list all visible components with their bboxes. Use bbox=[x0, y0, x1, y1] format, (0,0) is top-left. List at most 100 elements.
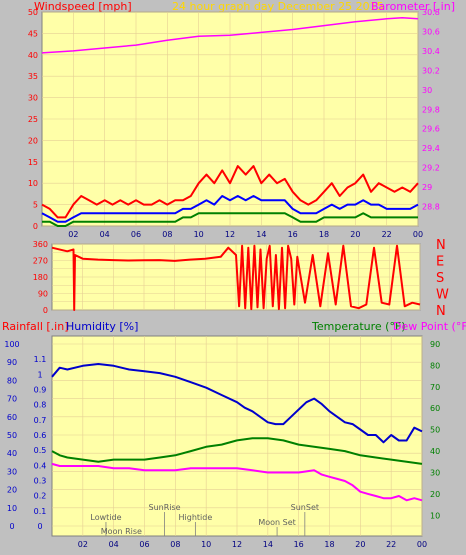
temperature-tick-label: 10 bbox=[430, 511, 440, 520]
direction-tick-label: 0 bbox=[43, 306, 48, 315]
wind-tick-label: 40 bbox=[28, 51, 38, 60]
wind-tick-label: 20 bbox=[28, 136, 38, 145]
rainfall-tick-label: 0.2 bbox=[34, 492, 47, 501]
wind-tick-label: 0 bbox=[33, 222, 38, 231]
direction-tick-label: 360 bbox=[33, 240, 48, 249]
temperature-x-tick-label: 22 bbox=[386, 540, 396, 549]
temperature-x-tick-label: 20 bbox=[355, 540, 365, 549]
wind-tick-label: 25 bbox=[28, 115, 38, 124]
wind-axis-label: Windspeed [mph] bbox=[34, 0, 132, 13]
wind-tick-label: 5 bbox=[33, 201, 38, 210]
barometer-tick-label: 29.2 bbox=[422, 164, 440, 173]
event-label: SunRise bbox=[148, 503, 180, 512]
dewpoint-axis-label: Dew Point (°F) bbox=[393, 320, 466, 333]
temperature-tick-label: 60 bbox=[430, 404, 440, 413]
temperature-axis-label: Temperature (°F) bbox=[311, 320, 406, 333]
rainfall-tick-label: 0.6 bbox=[34, 431, 47, 440]
temperature-series bbox=[51, 363, 423, 502]
temperature-tick-label: 80 bbox=[430, 361, 440, 370]
barometer-tick-label: 29.8 bbox=[422, 105, 440, 114]
temperature-x-tick-label: 02 bbox=[78, 540, 88, 549]
event-label: Hightide bbox=[179, 513, 213, 522]
barometer-tick-label: 30.4 bbox=[422, 47, 440, 56]
event-label: Moon Rise bbox=[101, 527, 142, 536]
barometer-tick-label: 30 bbox=[422, 86, 432, 95]
barometer-axis-label: Barometer [.in] bbox=[371, 0, 455, 13]
chart-title: 24 hour graph day December 25 2015 bbox=[172, 0, 384, 13]
barometer-tick-label: 28.8 bbox=[422, 203, 440, 212]
rainfall-tick-label: 0.9 bbox=[34, 386, 47, 395]
wind-x-tick-label: 08 bbox=[162, 230, 172, 239]
compass-label: S bbox=[436, 271, 444, 286]
compass-label: E bbox=[436, 255, 444, 270]
compass-label: N bbox=[436, 238, 446, 253]
wind-x-tick-label: 00 bbox=[413, 230, 423, 239]
humidity-tick-label: 70 bbox=[7, 395, 17, 404]
rainfall-tick-label: 0.1 bbox=[34, 507, 47, 516]
rainfall-axis-label: Rainfall [.in] bbox=[2, 320, 69, 333]
humidity-tick-label: 30 bbox=[7, 467, 17, 476]
humidity-tick-label: 80 bbox=[7, 376, 17, 385]
dewpoint-line bbox=[51, 462, 423, 502]
humidity-tick-label: 60 bbox=[7, 413, 17, 422]
rainfall-tick-label: 0.3 bbox=[34, 477, 47, 486]
compass-label: N bbox=[436, 304, 446, 319]
barometer-tick-label: 29.6 bbox=[422, 125, 440, 134]
direction-tick-label: 180 bbox=[33, 273, 48, 282]
wind-x-tick-label: 20 bbox=[350, 230, 360, 239]
gust-line bbox=[41, 165, 419, 219]
barometer-tick-label: 30.6 bbox=[422, 27, 440, 36]
humidity-axis-label: Humidity [%] bbox=[66, 320, 138, 333]
temperature-grid bbox=[52, 336, 423, 536]
humidity-tick-label: 40 bbox=[7, 449, 17, 458]
temperature-x-tick-label: 00 bbox=[417, 540, 427, 549]
event-label: Lowtide bbox=[90, 513, 121, 522]
event-label: SunSet bbox=[291, 503, 319, 512]
temperature-tick-label: 40 bbox=[430, 447, 440, 456]
temperature-x-tick-label: 10 bbox=[201, 540, 211, 549]
temperature-tick-label: 50 bbox=[430, 426, 440, 435]
rainfall-tick-label: 1.1 bbox=[34, 355, 47, 364]
wind-series bbox=[41, 17, 419, 227]
avg-line bbox=[42, 212, 418, 227]
speed-line bbox=[41, 195, 419, 223]
wind-x-tick-label: 02 bbox=[68, 230, 78, 239]
humidity-tick-label: 90 bbox=[7, 358, 17, 367]
wind-x-tick-label: 04 bbox=[100, 230, 110, 239]
temperature-tick-label: 90 bbox=[430, 340, 440, 349]
wind-tick-label: 30 bbox=[28, 94, 38, 103]
compass-label: W bbox=[436, 288, 449, 303]
wind-x-tick-label: 12 bbox=[225, 230, 235, 239]
direction-series bbox=[51, 244, 421, 311]
wind-x-tick-label: 22 bbox=[382, 230, 392, 239]
wind-x-tick-label: 18 bbox=[319, 230, 329, 239]
wind-axes: 0 5 10 15 20 25 30 35 40 45 50 28.8 29 29.2 29.4 29.6 29… bbox=[28, 8, 440, 239]
wind-tick-label: 45 bbox=[28, 29, 38, 38]
event-label: Moon Set bbox=[258, 518, 295, 527]
temperature-x-tick-label: 08 bbox=[170, 540, 180, 549]
rainfall-tick-label: 0.4 bbox=[34, 461, 47, 470]
humidity-tick-label: 0 bbox=[9, 522, 14, 531]
temperature-x-tick-label: 06 bbox=[139, 540, 149, 549]
barometer-tick-label: 29.4 bbox=[422, 144, 440, 153]
temperature-tick-label: 30 bbox=[430, 468, 440, 477]
humidity-tick-label: 50 bbox=[7, 431, 17, 440]
wind-x-tick-label: 10 bbox=[194, 230, 204, 239]
temperature-line bbox=[51, 437, 423, 465]
direction-tick-label: 270 bbox=[33, 257, 48, 266]
barometer-line bbox=[41, 17, 419, 54]
rainfall-tick-label: 0 bbox=[37, 522, 42, 531]
wind-x-tick-label: 06 bbox=[131, 230, 141, 239]
temperature-tick-label: 20 bbox=[430, 490, 440, 499]
humidity-line bbox=[51, 363, 423, 444]
temperature-x-tick-label: 04 bbox=[109, 540, 119, 549]
humidity-tick-label: 100 bbox=[4, 340, 19, 349]
wind-tick-label: 10 bbox=[28, 179, 38, 188]
wind-x-tick-label: 14 bbox=[256, 230, 266, 239]
humidity-tick-label: 20 bbox=[7, 486, 17, 495]
rainfall-tick-label: 1 bbox=[37, 370, 42, 379]
temperature-axes: 010203040506070809010000.10.20.30.40.50.… bbox=[4, 340, 440, 549]
